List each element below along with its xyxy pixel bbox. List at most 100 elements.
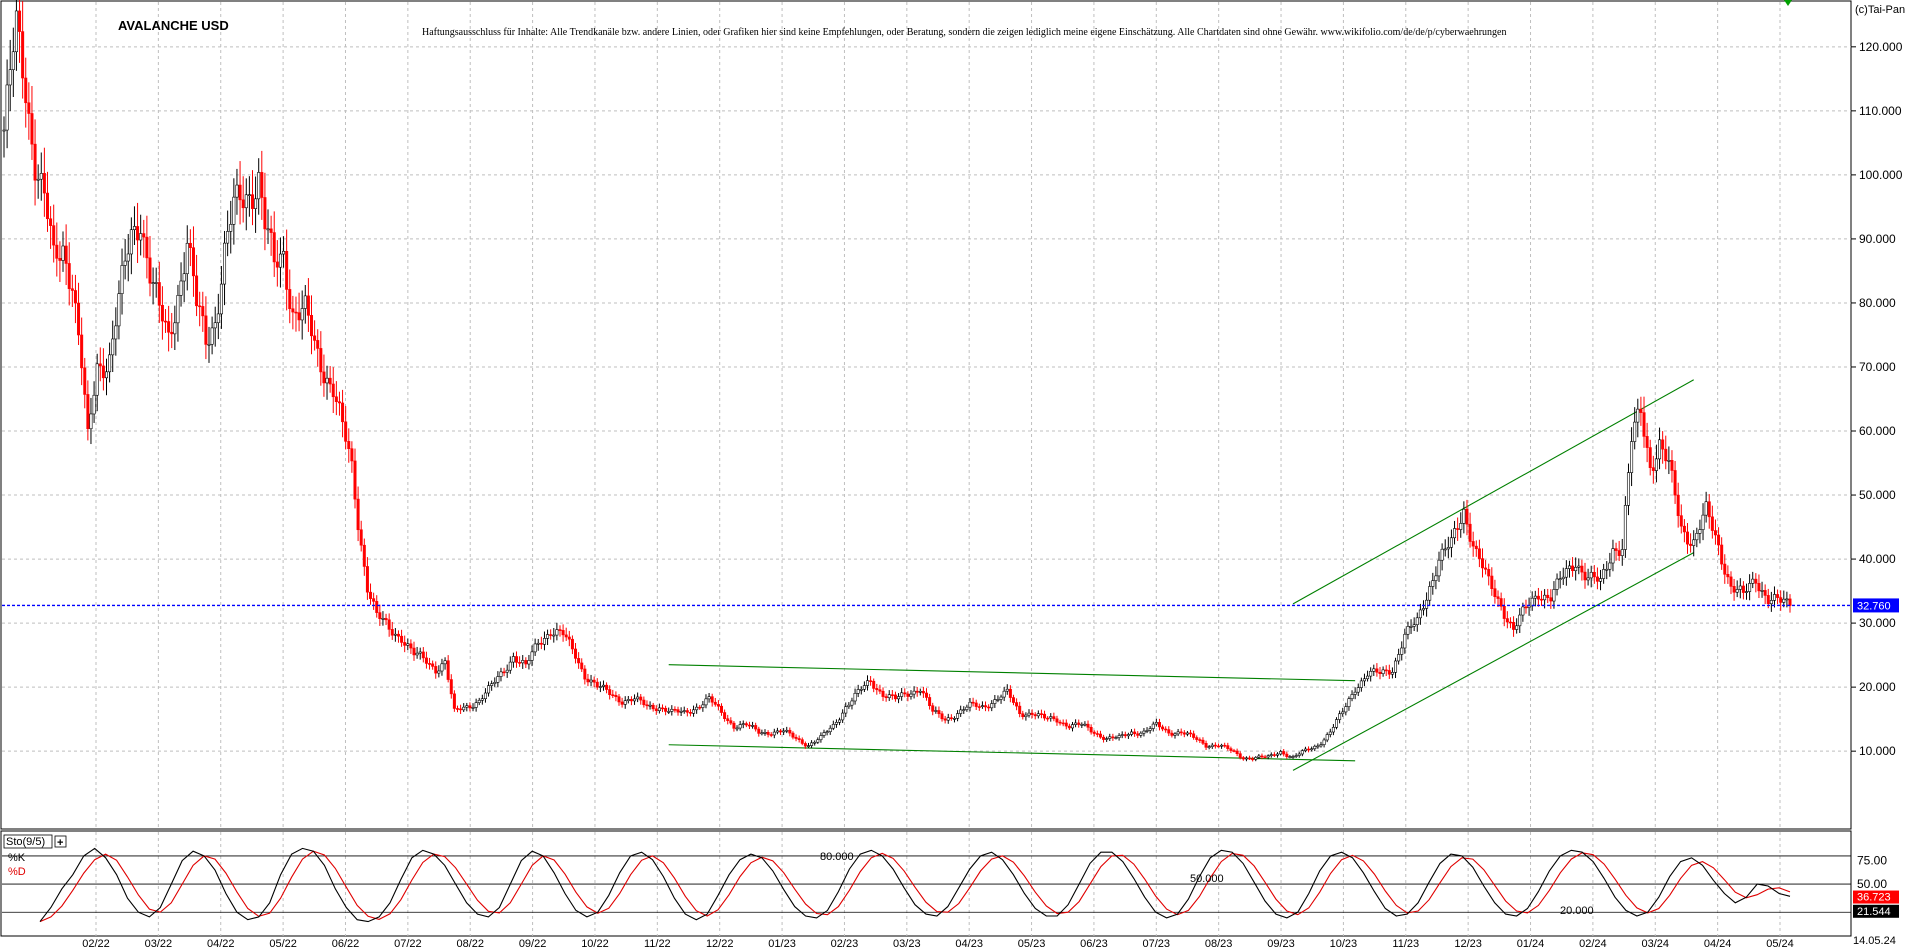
candle-body — [446, 660, 450, 680]
candle-body — [1344, 706, 1348, 713]
candle-body — [375, 601, 379, 613]
candle-body — [123, 260, 127, 266]
candle-body — [449, 679, 453, 695]
candle-body — [167, 321, 171, 333]
candle-body — [58, 258, 62, 261]
candle-body — [139, 233, 143, 241]
candle-body — [791, 732, 795, 738]
candle-body — [238, 184, 242, 201]
candle-body — [5, 84, 9, 131]
x-tick-label: 01/23 — [768, 938, 796, 948]
candle-body — [1043, 713, 1047, 719]
candle-body — [421, 651, 425, 659]
candle-body — [1555, 578, 1559, 590]
candle-body — [1599, 578, 1603, 582]
x-tick-label: 10/23 — [1330, 938, 1358, 948]
candle-body — [1353, 691, 1357, 695]
candle-body — [806, 745, 810, 747]
candle-body — [1763, 590, 1767, 596]
candle-body — [754, 725, 758, 730]
candle-body — [306, 295, 310, 316]
candle-body — [384, 618, 388, 621]
candle-body — [1291, 756, 1295, 758]
candle-body — [542, 638, 546, 645]
candle-body — [1465, 508, 1469, 525]
candle-body — [875, 688, 879, 691]
candle-body — [710, 696, 714, 703]
candle-body — [766, 732, 770, 735]
candle-body — [254, 198, 258, 209]
candle-body — [673, 708, 677, 711]
candle-body — [1720, 544, 1724, 565]
candle-body — [1449, 537, 1453, 548]
candle-body — [1328, 731, 1332, 735]
candle-body — [682, 710, 686, 712]
candle-body — [1695, 533, 1699, 541]
candle-body — [729, 720, 733, 724]
candle-body — [595, 681, 599, 688]
candle-body — [1434, 575, 1438, 581]
candle-body — [347, 441, 351, 449]
candle-body — [1664, 448, 1668, 462]
candle-body — [1754, 578, 1758, 584]
candle-body — [878, 689, 882, 692]
candle-body — [1173, 733, 1177, 736]
x-tick-label: 10/22 — [581, 938, 609, 948]
candle-body — [912, 690, 916, 695]
candle-body — [1347, 698, 1351, 707]
candle-body — [1223, 744, 1227, 747]
x-tick-label: 06/23 — [1080, 938, 1108, 948]
candle-body — [999, 696, 1003, 700]
candle-body — [1685, 531, 1689, 545]
candle-body — [847, 704, 851, 707]
candle-body — [1313, 745, 1317, 750]
candle-body — [1325, 734, 1329, 741]
candle-body — [1776, 594, 1780, 598]
candle-body — [1170, 732, 1174, 736]
candle-body — [170, 331, 174, 335]
candle-body — [1462, 508, 1466, 524]
candle-body — [1390, 672, 1394, 675]
candle-body — [24, 77, 28, 104]
candle-body — [633, 698, 637, 702]
candle-body — [813, 741, 817, 744]
candle-body — [900, 692, 904, 697]
candle-body — [98, 363, 102, 367]
candle-body — [300, 308, 304, 321]
candle-body — [943, 718, 947, 721]
candle-body — [1443, 548, 1447, 551]
candle-body — [1039, 713, 1043, 715]
candle-body — [1310, 748, 1314, 751]
candle-body — [27, 102, 31, 114]
candle-body — [1297, 753, 1301, 756]
candle-body — [1574, 567, 1578, 572]
candle-body — [549, 634, 553, 636]
candle-body — [418, 651, 422, 654]
candle-body — [1366, 675, 1370, 680]
sto-add-button[interactable] — [54, 835, 67, 848]
candle-body — [477, 699, 481, 703]
candle-body — [490, 683, 494, 686]
candle-body — [508, 661, 512, 671]
candle-body — [266, 228, 270, 231]
candle-body — [499, 671, 503, 677]
candle-body — [1179, 731, 1183, 734]
candle-body — [108, 354, 112, 373]
candle-body — [1372, 668, 1376, 672]
candle-body — [471, 707, 475, 709]
candle-body — [1359, 680, 1363, 688]
candle-body — [1157, 722, 1161, 728]
candle-body — [1279, 751, 1283, 755]
candle-body — [1300, 750, 1304, 755]
candle-body — [546, 634, 550, 639]
candle-body — [580, 662, 584, 670]
candle-body — [1521, 606, 1525, 616]
candle-body — [1151, 723, 1155, 729]
candle-body — [1052, 716, 1056, 720]
candle-body — [331, 383, 335, 398]
candle-body — [592, 679, 596, 683]
candle-body — [1440, 548, 1444, 561]
candle-body — [1260, 755, 1264, 758]
candle-body — [1676, 494, 1680, 516]
candle-body — [1201, 739, 1205, 744]
